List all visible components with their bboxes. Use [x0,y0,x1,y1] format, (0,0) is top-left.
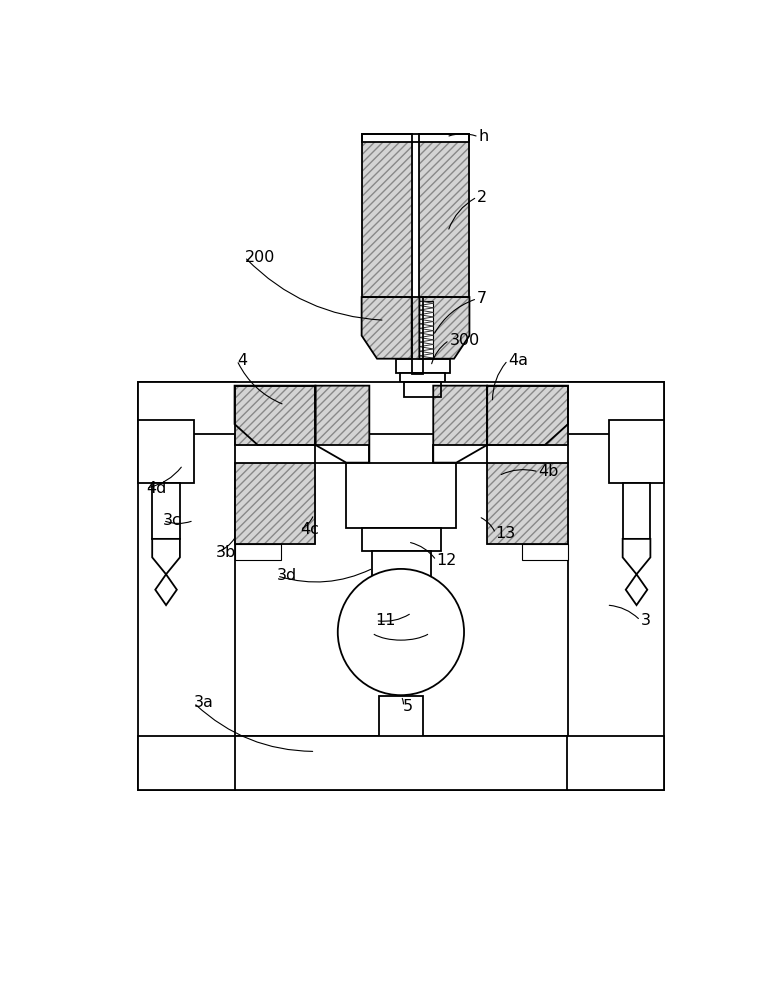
Polygon shape [235,386,316,445]
Polygon shape [433,386,487,463]
Text: 12: 12 [436,553,456,568]
Bar [568,382,664,790]
Bar [412,297,424,374]
Text: 4a: 4a [508,353,528,368]
Polygon shape [626,574,648,605]
Bar [235,386,316,445]
Text: 3c: 3c [163,513,182,528]
Bar [400,373,445,382]
Text: 4: 4 [237,353,247,368]
Bar [396,359,450,373]
Text: h: h [478,129,489,144]
Bar [412,297,424,374]
Bar [362,134,470,142]
Text: 2: 2 [477,190,487,205]
Bar [139,382,664,434]
Polygon shape [362,297,412,359]
Text: 11: 11 [376,613,396,628]
Text: 3b: 3b [215,545,236,560]
Circle shape [337,569,464,695]
Bar [346,463,456,528]
Bar [139,420,193,483]
Bar [235,463,316,544]
Polygon shape [152,539,180,574]
Polygon shape [487,386,568,445]
Bar [622,483,651,539]
Bar [372,551,431,613]
Bar [431,397,448,406]
Bar [316,445,370,463]
Text: 300: 300 [449,333,480,348]
Text: 4c: 4c [300,522,319,537]
Text: 200: 200 [244,250,275,265]
Text: 7: 7 [477,291,487,306]
Bar [487,386,568,445]
Bar [487,463,568,544]
Bar [420,301,433,374]
Bar [139,382,235,790]
Bar [362,134,412,297]
Bar [420,134,470,297]
Polygon shape [420,297,470,359]
Bar [395,397,412,406]
Bar [433,445,487,463]
Bar [235,463,316,544]
Bar [487,386,568,445]
Bar [521,544,568,560]
Polygon shape [155,574,177,605]
Bar [362,134,412,297]
Text: 4d: 4d [146,481,167,496]
Bar [432,405,446,411]
Bar [152,483,180,539]
Text: 13: 13 [496,526,516,541]
Bar [609,420,664,483]
Bar [404,382,441,397]
Bar [404,382,441,397]
Bar [487,463,568,544]
Bar [235,386,316,445]
Bar [235,544,281,560]
Text: 5: 5 [403,699,413,714]
Polygon shape [316,386,370,463]
Polygon shape [622,539,651,574]
Bar [139,736,664,790]
Bar [420,134,470,297]
Text: 3a: 3a [193,695,214,710]
Text: 4b: 4b [539,464,559,479]
Bar [362,528,441,551]
Bar [235,736,567,790]
Text: 3d: 3d [277,568,298,583]
Text: 3: 3 [640,613,651,628]
Bar [378,696,424,785]
